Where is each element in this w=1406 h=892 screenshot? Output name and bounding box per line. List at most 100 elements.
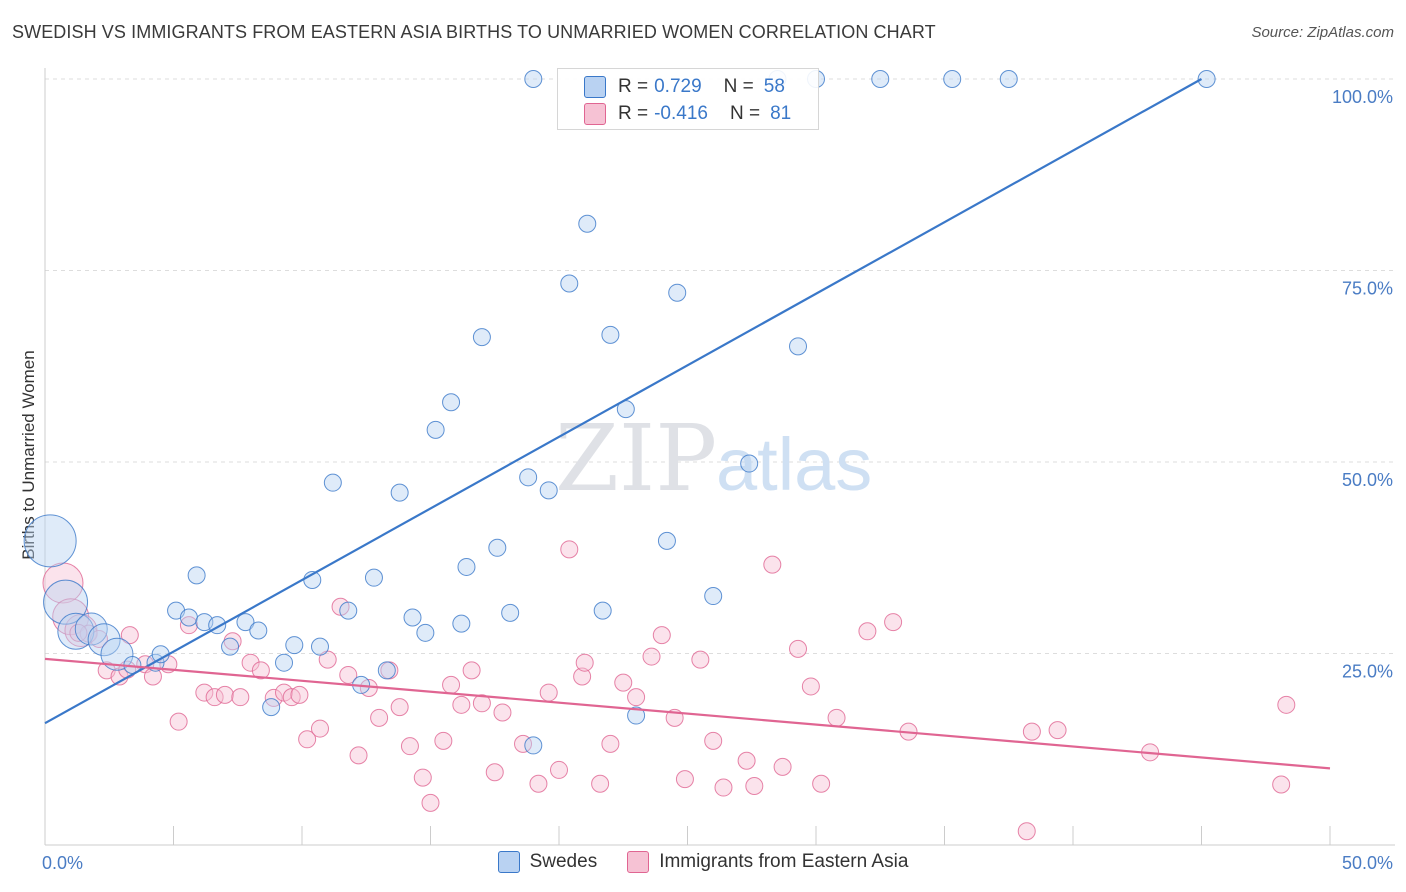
swedes-point-41: [578, 214, 597, 233]
immigrants-point-60: [704, 731, 723, 750]
swedes-point-34: [472, 328, 491, 347]
immigrants-point-67: [801, 677, 820, 696]
swedes-point-16: [249, 621, 268, 640]
immigrants-swatch-icon: [584, 103, 606, 125]
chart-title: SWEDISH VS IMMIGRANTS FROM EASTERN ASIA …: [12, 22, 936, 42]
watermark: ZIP atlas: [555, 405, 872, 512]
swedes-point-37: [519, 468, 538, 487]
swedes-point-14: [221, 637, 240, 656]
immigrants-point-77: [1272, 775, 1291, 794]
swedes-point-28: [403, 608, 422, 627]
immigrants-point-47: [550, 760, 568, 779]
immigrants-point-41: [472, 694, 491, 713]
swedes-point-40: [560, 274, 579, 293]
swedes-point-35: [488, 538, 507, 557]
immigrants-point-64: [763, 555, 782, 574]
swedes-point-17: [262, 698, 281, 717]
swedes-trend-line: [44, 78, 1203, 725]
immigrants-point-79: [69, 623, 88, 642]
swedes-point-15: [236, 613, 255, 632]
immigrants-point-62: [737, 751, 756, 770]
immigrants-point-75: [1048, 721, 1067, 740]
immigrants-point-11: [169, 712, 188, 731]
swedes-r-label: R =: [618, 76, 649, 97]
immigrants-point-65: [773, 757, 792, 776]
swedes-point-36: [501, 603, 520, 622]
swedes-n-label: N =: [723, 76, 754, 97]
swedes-point-33: [457, 557, 476, 576]
immigrants-point-69: [827, 708, 846, 727]
immigrants-point-50: [575, 653, 594, 672]
immigrants-point-33: [390, 698, 409, 717]
watermark-zip: ZIP: [555, 405, 717, 512]
swedes-point-47: [668, 283, 687, 302]
y-tick-label-1: 50.0%: [1342, 470, 1393, 490]
immigrants-point-63: [745, 777, 764, 796]
immigrants-point-52: [601, 734, 620, 753]
immigrants-point-4: [89, 629, 108, 648]
swedes-point-43: [601, 325, 620, 344]
immigrants-point-31: [370, 708, 389, 727]
swedes-point-48: [704, 587, 723, 606]
immigrants-point-15: [215, 685, 234, 704]
swedes-point-23: [339, 601, 358, 620]
swedes-point-21: [310, 637, 329, 656]
immigrants-point-59: [691, 650, 710, 669]
immigrants-point-68: [812, 774, 831, 793]
stats-legend: R = 0.729 N = 58 R = -0.416 N = 81: [557, 68, 819, 130]
grid-layer: [45, 78, 1395, 654]
immigrants-point-37: [434, 731, 453, 750]
immigrants-point-46: [539, 683, 558, 702]
swedes-point-30: [426, 420, 445, 439]
immigrants-point-53: [614, 673, 633, 692]
swedes-point-11: [187, 566, 206, 585]
legend-item-immigrants[interactable]: Immigrants from Eastern Asia: [627, 851, 908, 873]
immigrants-point-70: [858, 622, 877, 641]
x-tick-label-0: 0.0%: [42, 853, 83, 873]
immigrants-point-42: [485, 763, 504, 782]
swedes-point-51: [789, 337, 808, 356]
legend-immigrants-swatch-icon: [627, 851, 650, 873]
immigrants-point-48: [560, 540, 579, 559]
immigrants-n-label: N =: [729, 103, 761, 124]
immigrants-point-55: [642, 647, 661, 666]
swedes-point-29: [416, 623, 435, 642]
immigrants-point-51: [591, 774, 610, 793]
swedes-point-27: [390, 483, 409, 502]
immigrants-point-35: [413, 768, 432, 787]
legend-immigrants-label: Immigrants from Eastern Asia: [659, 851, 909, 872]
swedes-point-19: [285, 636, 304, 655]
pink-series-points: [42, 540, 1296, 841]
immigrants-point-61: [714, 778, 733, 797]
immigrants-point-40: [462, 661, 481, 680]
swedes-point-0: [23, 514, 77, 568]
stats-legend-row-swedes: R = 0.729 N = 58: [584, 73, 785, 101]
swedes-point-49: [740, 454, 759, 473]
swedes-point-32: [452, 614, 471, 633]
immigrants-point-19: [251, 661, 270, 680]
legend-item-swedes[interactable]: Swedes: [497, 851, 598, 873]
swedes-point-45: [627, 706, 646, 725]
swedes-point-26: [377, 661, 396, 680]
immigrants-point-12: [179, 616, 198, 635]
immigrants-point-24: [298, 730, 317, 749]
swedes-point-5: [100, 637, 134, 671]
immigrants-point-34: [400, 737, 419, 756]
swedes-point-22: [323, 473, 342, 492]
immigrants-point-23: [290, 685, 309, 704]
immigrants-point-17: [231, 688, 250, 707]
watermark-atlas: atlas: [716, 423, 872, 506]
swedes-point-42: [593, 601, 612, 620]
immigrants-point-16: [223, 632, 242, 651]
immigrants-r-value: -0.416: [654, 103, 708, 124]
blue-series-points: [23, 70, 1216, 755]
bottom-legend: Swedes Immigrants from Eastern Asia: [0, 851, 1406, 873]
swedes-r-value: 0.729: [654, 76, 702, 97]
immigrants-point-43: [493, 703, 512, 722]
immigrants-point-78: [1277, 695, 1296, 714]
chart-source: Source: ZipAtlas.com: [1251, 24, 1394, 41]
swedes-point-54: [943, 70, 962, 88]
legend-swedes-label: Swedes: [529, 851, 598, 872]
swedes-point-4: [87, 623, 121, 657]
stats-legend-row-immigrants: R = -0.416 N = 81: [584, 100, 791, 128]
